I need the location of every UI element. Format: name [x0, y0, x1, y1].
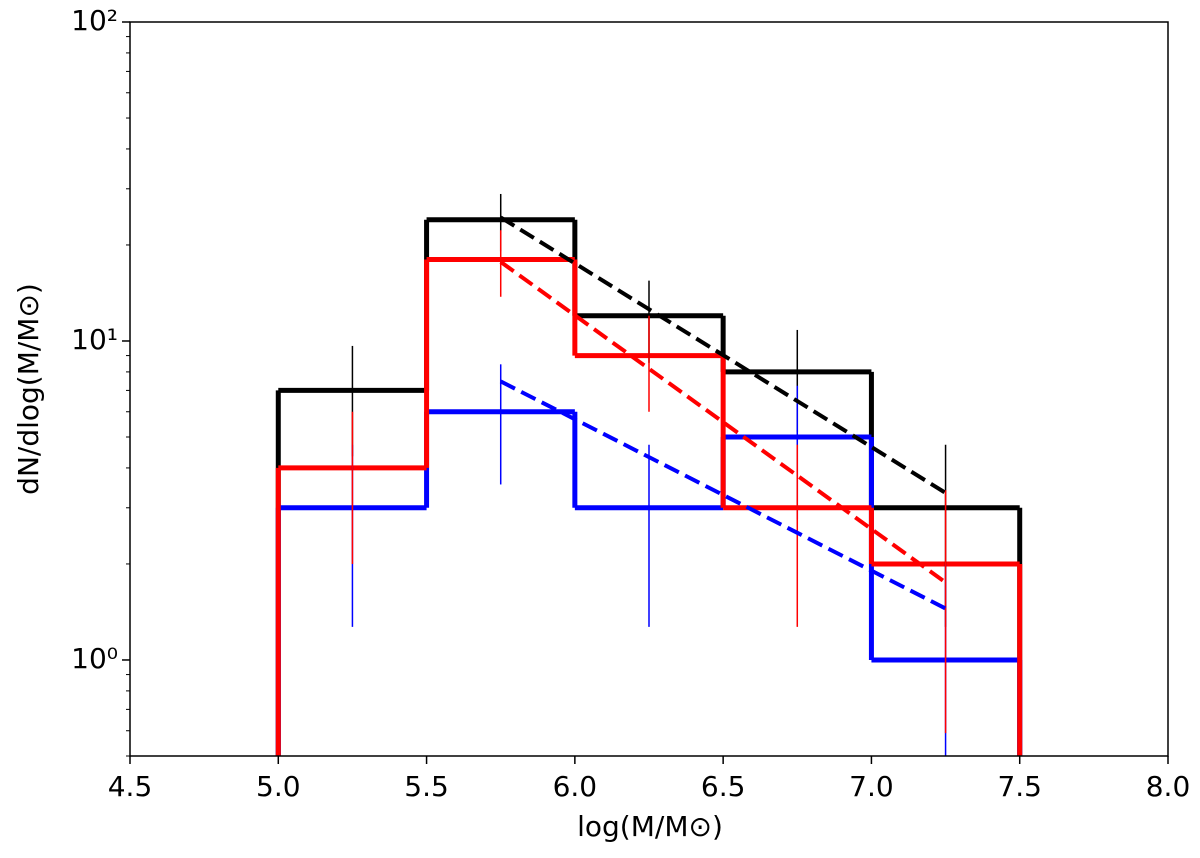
x-tick-label: 8.0: [1146, 770, 1191, 803]
x-tick-label: 7.5: [997, 770, 1042, 803]
y-tick-label: 10²: [71, 4, 118, 37]
x-tick-label: 4.5: [108, 770, 153, 803]
fit-line: [499, 379, 947, 611]
x-tick-label: 5.5: [404, 770, 449, 803]
y-tick-label: 10¹: [71, 323, 118, 356]
y-axis-label: dN/dlog(M/M⊙): [12, 283, 45, 495]
x-tick-label: 6.5: [701, 770, 746, 803]
y-tick-label: 10⁰: [71, 642, 118, 675]
x-tick-label: 5.0: [256, 770, 301, 803]
fit-line: [499, 215, 947, 495]
plot-area: [275, 193, 1023, 756]
x-axis-label: log(M/M⊙): [577, 810, 723, 843]
x-tick-label: 7.0: [849, 770, 894, 803]
x-tick-label: 6.0: [553, 770, 598, 803]
axes-frame: [129, 21, 1169, 757]
